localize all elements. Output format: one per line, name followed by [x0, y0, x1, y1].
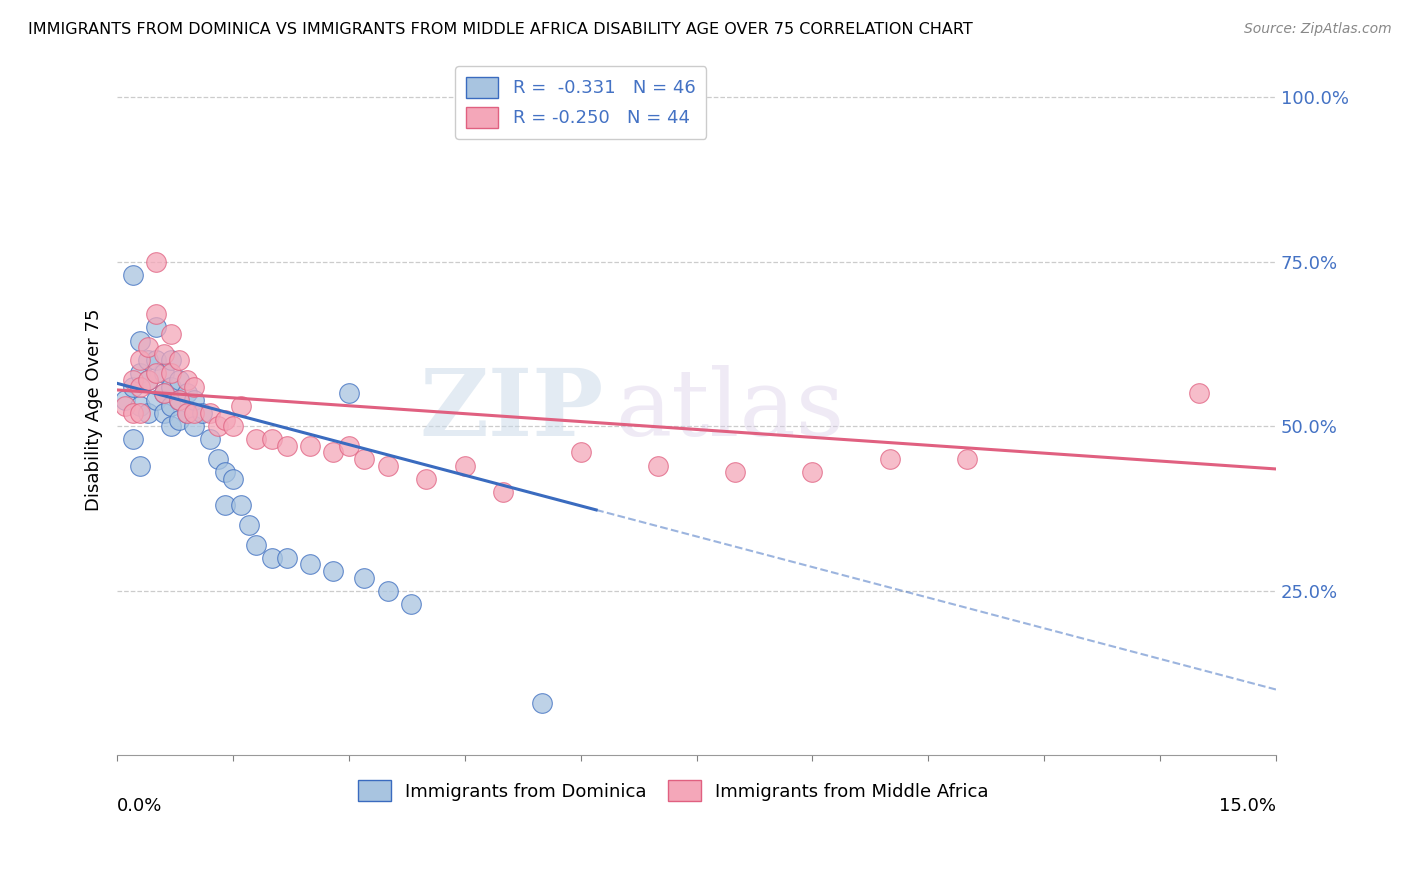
Point	[114, 400, 136, 414]
Point	[238, 517, 260, 532]
Point	[492, 485, 515, 500]
Point	[129, 379, 152, 393]
Point	[152, 347, 174, 361]
Point	[121, 268, 143, 282]
Point	[160, 353, 183, 368]
Text: Source: ZipAtlas.com: Source: ZipAtlas.com	[1244, 22, 1392, 37]
Point	[183, 419, 205, 434]
Point	[299, 558, 322, 572]
Point	[160, 367, 183, 381]
Point	[167, 412, 190, 426]
Point	[260, 433, 283, 447]
Point	[145, 392, 167, 407]
Point	[353, 452, 375, 467]
Point	[245, 538, 267, 552]
Point	[136, 406, 159, 420]
Point	[152, 386, 174, 401]
Point	[245, 433, 267, 447]
Point	[152, 406, 174, 420]
Point	[160, 419, 183, 434]
Point	[214, 412, 236, 426]
Point	[322, 564, 344, 578]
Point	[129, 353, 152, 368]
Point	[415, 472, 437, 486]
Point	[724, 465, 747, 479]
Point	[214, 498, 236, 512]
Point	[276, 439, 298, 453]
Point	[229, 498, 252, 512]
Point	[121, 373, 143, 387]
Point	[121, 433, 143, 447]
Point	[531, 696, 554, 710]
Point	[198, 406, 221, 420]
Point	[167, 373, 190, 387]
Point	[353, 571, 375, 585]
Point	[454, 458, 477, 473]
Point	[569, 445, 592, 459]
Point	[183, 392, 205, 407]
Point	[176, 406, 198, 420]
Point	[377, 458, 399, 473]
Point	[198, 433, 221, 447]
Point	[160, 379, 183, 393]
Point	[145, 320, 167, 334]
Text: atlas: atlas	[616, 365, 845, 455]
Point	[145, 307, 167, 321]
Text: ZIP: ZIP	[419, 365, 603, 455]
Point	[222, 419, 245, 434]
Point	[145, 254, 167, 268]
Point	[222, 472, 245, 486]
Point	[801, 465, 824, 479]
Point	[129, 400, 152, 414]
Point	[176, 386, 198, 401]
Point	[176, 406, 198, 420]
Point	[136, 353, 159, 368]
Point	[207, 419, 229, 434]
Point	[145, 367, 167, 381]
Point	[121, 406, 143, 420]
Point	[337, 386, 360, 401]
Point	[214, 465, 236, 479]
Point	[879, 452, 901, 467]
Point	[160, 326, 183, 341]
Text: IMMIGRANTS FROM DOMINICA VS IMMIGRANTS FROM MIDDLE AFRICA DISABILITY AGE OVER 75: IMMIGRANTS FROM DOMINICA VS IMMIGRANTS F…	[28, 22, 973, 37]
Text: 0.0%: 0.0%	[117, 797, 163, 814]
Point	[114, 392, 136, 407]
Y-axis label: Disability Age Over 75: Disability Age Over 75	[86, 309, 103, 511]
Point	[399, 597, 422, 611]
Point	[299, 439, 322, 453]
Point	[167, 392, 190, 407]
Point	[160, 400, 183, 414]
Point	[956, 452, 979, 467]
Point	[167, 392, 190, 407]
Point	[129, 334, 152, 348]
Point	[136, 373, 159, 387]
Point	[647, 458, 669, 473]
Text: 15.0%: 15.0%	[1219, 797, 1277, 814]
Point	[121, 379, 143, 393]
Point	[229, 400, 252, 414]
Point	[337, 439, 360, 453]
Point	[136, 373, 159, 387]
Point	[1188, 386, 1211, 401]
Point	[145, 353, 167, 368]
Point	[176, 373, 198, 387]
Point	[129, 406, 152, 420]
Point	[322, 445, 344, 459]
Point	[191, 406, 214, 420]
Point	[207, 452, 229, 467]
Point	[260, 550, 283, 565]
Point	[276, 550, 298, 565]
Point	[167, 353, 190, 368]
Point	[377, 583, 399, 598]
Point	[183, 406, 205, 420]
Point	[129, 458, 152, 473]
Point	[129, 367, 152, 381]
Point	[152, 386, 174, 401]
Point	[183, 379, 205, 393]
Point	[152, 367, 174, 381]
Point	[136, 340, 159, 354]
Legend: Immigrants from Dominica, Immigrants from Middle Africa: Immigrants from Dominica, Immigrants fro…	[352, 773, 995, 808]
